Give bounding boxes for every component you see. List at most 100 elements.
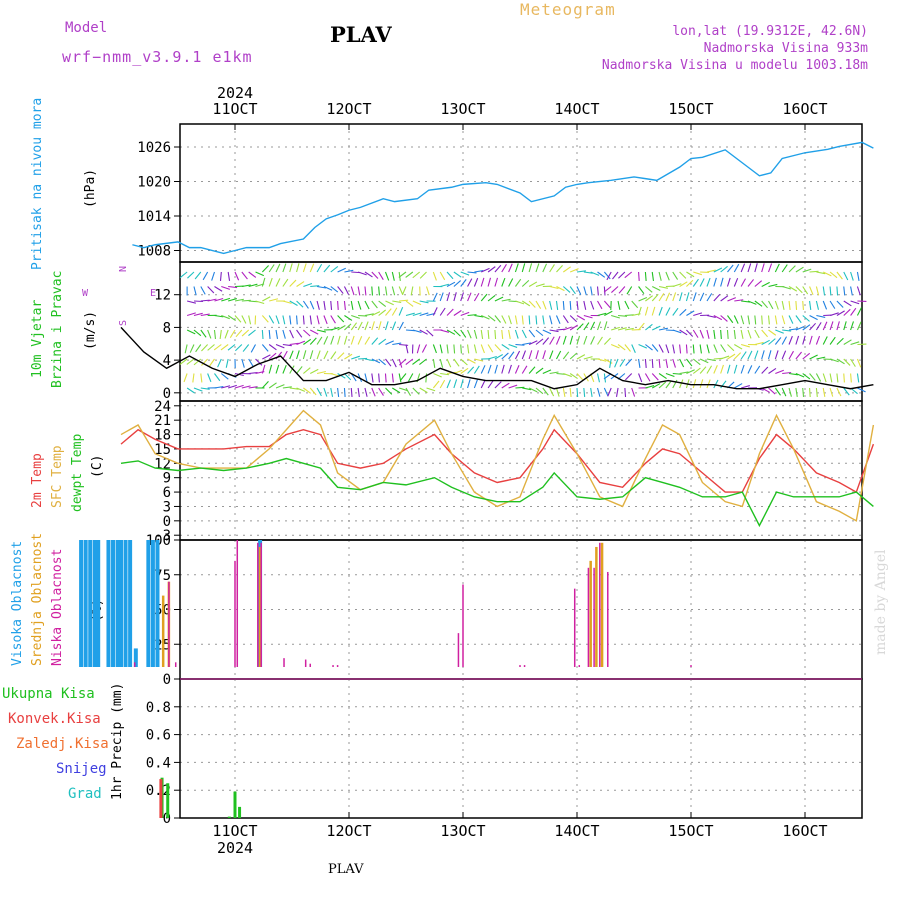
cloud-high-bar (146, 540, 151, 667)
wind-arrow (309, 387, 317, 396)
wind-arrow (720, 315, 728, 322)
temperature-tick-label: 24 (154, 399, 171, 415)
wind-arrow (405, 387, 412, 397)
wind-arrow (384, 373, 387, 383)
wind-arrow (686, 271, 695, 278)
pressure-tick-label: 1020 (137, 175, 171, 191)
cloud-low-bar (607, 571, 609, 667)
wind-arrow (330, 286, 339, 293)
wind-arrow (741, 385, 750, 389)
wind-arrow (357, 336, 363, 345)
wind-arrow (474, 358, 484, 362)
wind-arrow (344, 353, 353, 360)
wind-arrow (282, 300, 292, 304)
wind-arrow (410, 286, 414, 296)
wind-arrow (405, 358, 414, 366)
wind-arrow (401, 286, 407, 295)
wind-arrow (692, 278, 699, 287)
wind-arrow (816, 314, 826, 318)
wind-arrow (795, 335, 800, 345)
wind_speed-tick-label: 12 (154, 288, 171, 304)
wind-arrow (474, 270, 484, 273)
wind-arrow (829, 271, 838, 279)
wind-arrow (754, 300, 763, 307)
wind-arrow (625, 358, 633, 367)
wind-arrow (487, 315, 496, 322)
precip-total-bar (227, 816, 231, 818)
cloud-low-bar (593, 567, 595, 667)
cloud-high-bar (150, 540, 155, 667)
wind-arrow (193, 329, 202, 337)
wind-arrow (392, 387, 401, 394)
wind-arrow (720, 380, 727, 389)
wind-arrow (399, 299, 409, 302)
wind_speed-tick-label: 4 (163, 353, 171, 369)
wind-arrow (487, 364, 492, 374)
wind-arrow (378, 338, 387, 345)
wind-arrow (289, 350, 294, 360)
wind-arrow (187, 271, 195, 279)
wind-arrow (378, 373, 380, 383)
wind-arrow (788, 335, 793, 345)
wind-arrow (446, 358, 452, 368)
wind-arrow (528, 340, 538, 345)
wind-arrow (713, 365, 718, 374)
wind-arrow (597, 321, 602, 331)
wind-arrow (583, 335, 588, 345)
wind-arrow (227, 271, 231, 281)
wind-arrow (248, 271, 257, 278)
wind-arrow (747, 263, 752, 273)
wind-arrow (467, 271, 477, 274)
wind-arrow (563, 326, 572, 331)
wind-arrow (241, 284, 251, 288)
wind-arrow (679, 329, 688, 336)
wind-arrow (658, 271, 662, 281)
wind-arrow (562, 351, 570, 360)
wind-arrow (665, 358, 669, 368)
wind-arrow (781, 264, 788, 273)
wind-arrow (337, 335, 341, 345)
time-label-bottom: 14OCT (554, 822, 599, 840)
pressure-tick-label: 1008 (137, 244, 171, 260)
wind-arrow (754, 365, 761, 374)
wind-arrow (795, 372, 805, 378)
cloud-low-bar (573, 588, 576, 667)
wind-arrow (453, 280, 461, 287)
wind-arrow (802, 373, 811, 380)
wind-arrow (761, 281, 770, 287)
wind-arrow (316, 300, 320, 310)
wind-arrow (446, 308, 454, 316)
wind-arrow (679, 281, 688, 287)
wind-arrow (522, 387, 532, 391)
wind-arrow (275, 343, 285, 349)
wind-arrow (850, 300, 860, 305)
wind-arrow (219, 329, 222, 339)
wind-arrow (679, 292, 683, 302)
wind-arrow (391, 271, 395, 281)
precip-hail-label: Grad (68, 786, 102, 802)
wind-arrow (398, 271, 407, 278)
wind-arrow (843, 308, 851, 316)
wind-arrow (569, 387, 572, 398)
temperature-tick-label: 15 (154, 442, 171, 458)
wind-arrow (624, 300, 630, 310)
wind-arrow (323, 264, 331, 273)
wind-arrow (207, 344, 215, 351)
temperature-panel-frame (179, 400, 863, 541)
wind-arrow (316, 336, 323, 345)
wind-arrow (795, 351, 803, 360)
wind-arrow (713, 379, 719, 389)
wind-arrow (617, 314, 628, 317)
wind-arrow (761, 329, 769, 338)
wind-arrow (487, 355, 497, 360)
wind-arrow (309, 337, 317, 345)
wind-arrow (658, 327, 669, 331)
wind-arrow (740, 329, 744, 339)
wind-arrow (754, 329, 760, 339)
wind-arrow (631, 300, 639, 309)
wind-arrow (692, 292, 697, 302)
wind-arrow (850, 286, 853, 296)
wind-arrow (856, 286, 861, 296)
wind-arrow (774, 387, 781, 396)
wind-arrow (583, 387, 586, 398)
